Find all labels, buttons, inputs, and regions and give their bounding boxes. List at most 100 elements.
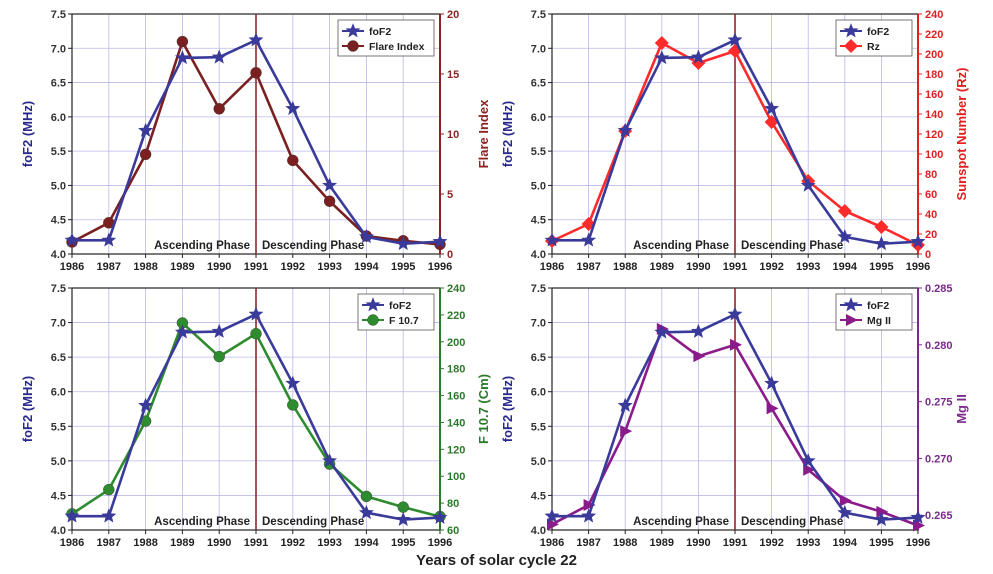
data-point [322,177,338,192]
data-point [103,483,115,496]
ascending-phase-label: Ascending Phase [633,240,729,252]
left-tick-label: 7.0 [51,43,66,55]
data-point [654,36,669,50]
right-tick-label: 120 [447,444,465,456]
legend-label: foF2 [867,26,889,38]
left-tick-label: 5.5 [531,421,546,433]
left-tick-label: 6.0 [531,112,546,124]
right-axis-title: Sunspot Number (Rz) [954,68,969,201]
x-tick-label: 1993 [796,537,820,549]
left-tick-label: 5.0 [51,456,66,468]
x-tick-label: 1996 [428,261,452,273]
right-tick-label: 60 [925,189,937,201]
data-point [693,350,706,363]
x-tick-label: 1989 [170,537,194,549]
data-point [432,233,448,248]
x-tick-label: 1989 [650,537,674,549]
legend-label: foF2 [389,300,411,312]
data-point [874,220,889,234]
left-tick-label: 7.5 [531,283,546,295]
x-tick-label: 1990 [207,537,231,549]
x-tick-label: 1989 [170,261,194,273]
data-point [432,509,448,524]
data-point [839,494,852,507]
data-point [138,397,154,412]
left-tick-label: 4.5 [51,215,66,227]
data-point [800,177,816,192]
left-tick-label: 6.0 [51,387,66,399]
x-tick-label: 1986 [60,537,84,549]
left-tick-label: 6.5 [51,352,66,364]
right-tick-label: 15 [447,69,459,81]
right-tick-label: 160 [447,391,465,403]
left-tick-label: 5.5 [51,421,66,433]
left-tick-label: 6.0 [51,112,66,124]
right-tick-label: 40 [925,209,937,221]
data-point [837,204,852,218]
panel-2: 1986 1987 1988 1989 1990 1991 1992 1993 1994 1995… [500,9,969,273]
data-point [913,519,925,532]
data-point [211,323,227,338]
panel-3: 1986 1987 1988 1989 1990 1991 1992 1993 1994 1995… [20,283,491,549]
right-tick-label: 240 [447,283,465,295]
data-point [358,504,374,520]
legend-label: foF2 [867,300,889,312]
left-tick-label: 7.5 [51,9,66,21]
data-point [285,375,301,390]
data-point [581,232,597,247]
descending-phase-label: Descending Phase [262,516,364,528]
legend-marker [367,314,379,326]
data-point [873,511,889,526]
data-point [620,425,633,438]
data-point [358,229,374,244]
legend-marker [843,297,859,312]
right-tick-label: 80 [447,498,459,510]
x-tick-label: 1986 [60,261,84,273]
legend-label: Flare Index [369,41,425,53]
legend-label: Mg II [867,315,891,327]
x-tick-label: 1987 [97,537,121,549]
data-point [873,235,889,251]
x-tick-label: 1987 [576,537,600,549]
x-tick-label: 1992 [281,261,305,273]
data-point [250,67,262,79]
left-axis-title: foF2 (MHz) [20,101,35,167]
data-point [101,508,117,523]
x-tick-label: 1988 [133,261,157,273]
right-tick-label: 220 [447,310,465,322]
x-tick-label: 1994 [833,537,858,549]
data-point [213,103,225,115]
left-tick-label: 4.5 [531,490,546,502]
data-point [727,32,743,47]
data-point [617,122,633,137]
x-tick-label: 1991 [244,261,268,273]
left-axis-title: foF2 (MHz) [500,376,515,442]
left-tick-label: 4.0 [531,525,546,537]
left-tick-label: 7.0 [531,318,546,330]
data-point [360,490,373,503]
x-tick-label: 1996 [906,537,930,549]
x-tick-label: 1989 [650,261,674,273]
right-tick-label: 140 [925,109,943,121]
data-point [250,328,262,340]
x-tick-label: 1996 [428,537,452,549]
data-point [287,154,299,167]
right-tick-label: 180 [447,364,465,376]
right-axis-title: F 10.7 (Cm) [476,374,491,444]
left-tick-label: 4.0 [51,249,66,261]
legend-marker [347,40,359,52]
left-tick-label: 5.0 [51,180,66,192]
x-tick-label: 1988 [613,537,637,549]
x-tick-label: 1995 [869,261,893,273]
data-point [544,232,560,247]
ascending-phase-label: Ascending Phase [154,240,250,252]
data-point [581,508,597,523]
data-point [766,402,779,415]
right-tick-label: 200 [447,337,465,349]
x-tick-label: 1988 [613,261,637,273]
data-point [174,324,190,339]
data-point [397,501,409,513]
right-tick-label: 80 [925,169,937,181]
right-tick-label: 200 [925,49,943,61]
